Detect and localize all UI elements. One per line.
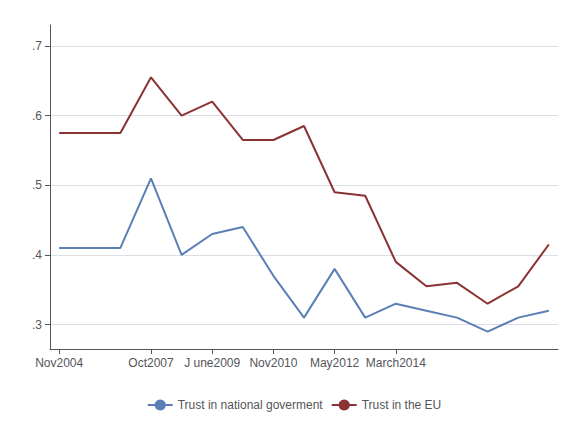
svg-text:.3: .3	[32, 318, 42, 332]
svg-text:March2014: March2014	[366, 356, 426, 370]
svg-text:.5: .5	[32, 178, 42, 192]
svg-text:Nov2010: Nov2010	[249, 356, 297, 370]
svg-text:Trust in national goverment: Trust in national goverment	[178, 398, 324, 412]
svg-text:Trust in the EU: Trust in the EU	[362, 398, 442, 412]
svg-text:Nov2004: Nov2004	[35, 356, 83, 370]
svg-text:.4: .4	[32, 248, 42, 262]
svg-text:.6: .6	[32, 109, 42, 123]
svg-text:Oct2007: Oct2007	[128, 356, 174, 370]
svg-text:.7: .7	[32, 39, 42, 53]
svg-text:May2012: May2012	[310, 356, 360, 370]
svg-text:J une2009: J une2009	[184, 356, 240, 370]
